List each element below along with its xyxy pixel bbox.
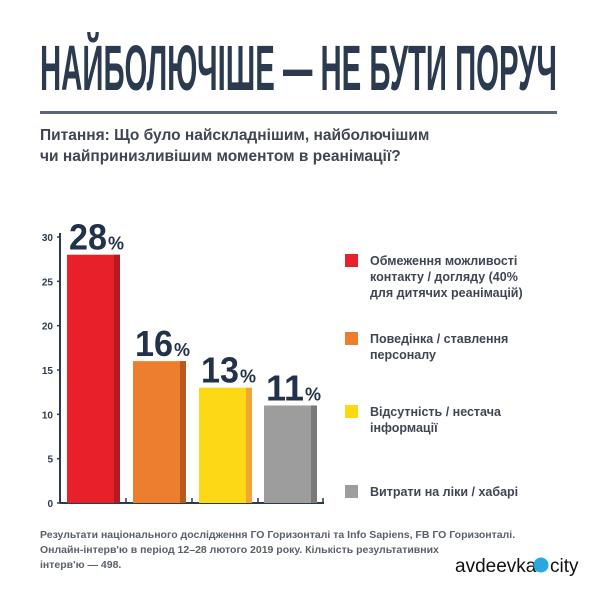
bar-chart: 0 5 10 15 20 25 30 28% 16% 13% 11% Обмеження можл… xyxy=(42,217,523,510)
bar-shade xyxy=(114,254,120,503)
legend-label: Відсутність / нестача xyxy=(370,405,502,419)
y-tick-label: 25 xyxy=(42,277,54,288)
watermark-logo: avdeevka city xyxy=(455,556,579,577)
source-note-line-2: Онлайн-інтерв'ю в період 12–28 лютого 20… xyxy=(40,544,439,556)
bar xyxy=(133,361,186,503)
watermark-right: city xyxy=(550,556,579,577)
legend-label: Витрати на ліки / хабарі xyxy=(370,485,518,499)
y-tick-label: 20 xyxy=(42,322,54,333)
question-line-2: чи найпринизливішим моментом в реанімаці… xyxy=(40,148,401,165)
bar-data-label: 28% xyxy=(69,217,124,258)
source-note-line-1: Результати національного дослідження ГО … xyxy=(40,529,515,541)
bar-data-label: 11% xyxy=(266,367,321,408)
watermark-dot-icon xyxy=(533,557,549,573)
legend-swatch xyxy=(345,485,358,498)
watermark-left: avdeevka xyxy=(455,556,537,577)
legend-swatch xyxy=(345,332,358,345)
legend-label: контакту / догляду (40% xyxy=(370,270,518,284)
question-line-1: Питання: Що було найскладнішим, найболюч… xyxy=(40,127,429,144)
bar-shade xyxy=(180,361,186,503)
legend-label: Обмеження можливості xyxy=(370,254,517,268)
legend-label: Поведінка / ставлення xyxy=(370,332,508,346)
page-title: НАЙБОЛЮЧІШЕ — НЕ БУТИ ПОРУЧ xyxy=(40,31,557,104)
legend-label: для дитячих реанімацій) xyxy=(370,286,523,300)
legend-swatch xyxy=(345,405,358,418)
bar xyxy=(67,254,120,503)
bars: 28% 16% 13% 11% xyxy=(67,217,324,503)
y-tick-label: 30 xyxy=(42,233,54,244)
legend-label: інформації xyxy=(370,421,438,435)
legend-label: персоналу xyxy=(370,348,436,362)
bar-shade xyxy=(311,405,317,503)
bar xyxy=(264,405,317,503)
y-tick-label: 5 xyxy=(47,455,53,466)
y-tick-label: 10 xyxy=(42,410,54,421)
bar-data-label: 16% xyxy=(135,323,190,364)
bar-data-label: 13% xyxy=(201,350,256,391)
legend-swatch xyxy=(345,254,358,267)
title-divider xyxy=(40,111,557,114)
bar-shade xyxy=(246,387,252,503)
legend: Обмеження можливості контакту / догляду (… xyxy=(345,254,523,499)
y-tick-label: 15 xyxy=(42,366,54,377)
source-note-line-3: інтерв'ю — 498. xyxy=(40,559,121,571)
bar xyxy=(199,387,252,503)
y-tick-label: 0 xyxy=(47,499,53,510)
